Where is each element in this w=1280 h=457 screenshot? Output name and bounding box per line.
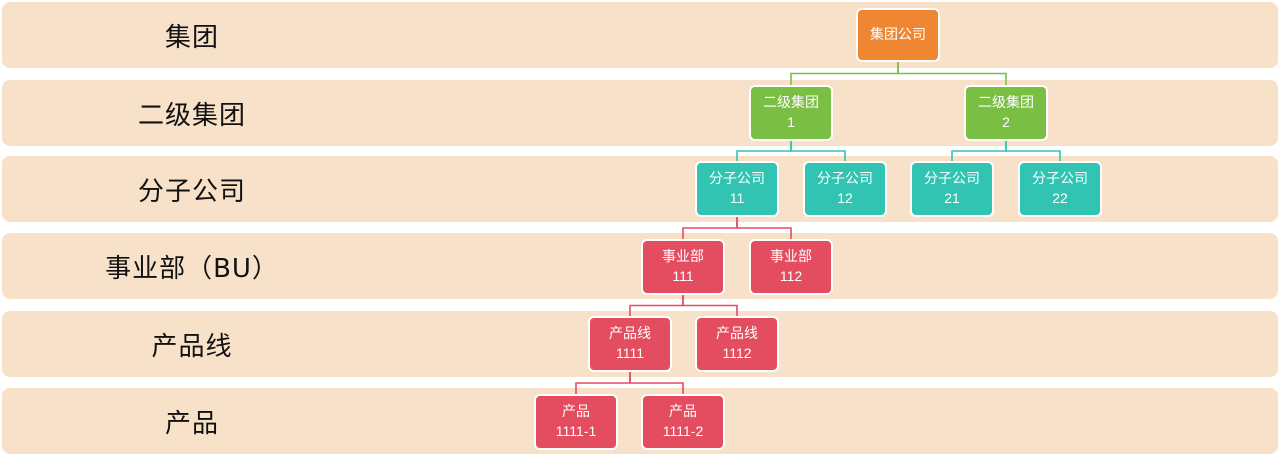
node-group-company[interactable]: 集团公司 bbox=[856, 8, 940, 62]
node-second-group-1[interactable]: 二级集团 1 bbox=[749, 85, 833, 141]
node-subsidiary-12[interactable]: 分子公司 12 bbox=[803, 161, 887, 217]
node-name: 分子公司 bbox=[1032, 171, 1088, 187]
node-name: 产品线 bbox=[716, 326, 758, 342]
level-label-product-line: 产品线 bbox=[151, 331, 233, 362]
node-name: 产品线 bbox=[609, 326, 651, 342]
node-code: 12 bbox=[837, 190, 853, 206]
node-code: 21 bbox=[944, 190, 960, 206]
node-code: 11 bbox=[729, 190, 745, 206]
node-name: 分子公司 bbox=[924, 171, 980, 187]
node-name: 分子公司 bbox=[709, 171, 765, 187]
node-code: 111 bbox=[672, 268, 694, 284]
node-code: 1111 bbox=[615, 345, 645, 361]
node-subsidiary-21[interactable]: 分子公司 21 bbox=[910, 161, 994, 217]
level-band-group: 集团 bbox=[2, 2, 1278, 68]
node-product-1111-1[interactable]: 产品 1111-1 bbox=[534, 394, 618, 450]
node-second-group-2[interactable]: 二级集团 2 bbox=[964, 85, 1048, 141]
node-business-unit-111[interactable]: 事业部 111 bbox=[641, 239, 725, 295]
node-product-line-1111[interactable]: 产品线 1111 bbox=[588, 316, 672, 372]
node-code: 1112 bbox=[722, 345, 752, 361]
node-name: 产品 bbox=[669, 404, 697, 420]
node-name: 产品 bbox=[562, 404, 590, 420]
node-code: 22 bbox=[1052, 190, 1068, 206]
node-product-line-1112[interactable]: 产品线 1112 bbox=[695, 316, 779, 372]
node-business-unit-112[interactable]: 事业部 112 bbox=[749, 239, 833, 295]
node-code: 1111-1 bbox=[555, 423, 597, 439]
node-code: 1111-2 bbox=[662, 423, 704, 439]
node-product-1111-2[interactable]: 产品 1111-2 bbox=[641, 394, 725, 450]
node-name: 二级集团 bbox=[763, 95, 819, 111]
node-name: 集团公司 bbox=[870, 26, 926, 43]
level-band-second-group: 二级集团 bbox=[2, 80, 1278, 146]
node-subsidiary-22[interactable]: 分子公司 22 bbox=[1018, 161, 1102, 217]
level-label-subsidiary: 分子公司 bbox=[137, 176, 246, 207]
node-name: 事业部 bbox=[770, 249, 812, 265]
node-subsidiary-11[interactable]: 分子公司 11 bbox=[695, 161, 779, 217]
level-label-group: 集团 bbox=[164, 22, 219, 53]
level-band-business-unit: 事业部（BU） bbox=[2, 233, 1278, 299]
node-name: 二级集团 bbox=[978, 95, 1034, 111]
level-label-business-unit: 事业部（BU） bbox=[105, 253, 279, 284]
level-band-product: 产品 bbox=[2, 388, 1278, 454]
node-code: 1 bbox=[787, 114, 795, 130]
level-label-second-group: 二级集团 bbox=[137, 100, 246, 131]
node-name: 事业部 bbox=[662, 249, 704, 265]
node-code: 2 bbox=[1002, 114, 1010, 130]
node-name: 分子公司 bbox=[817, 171, 873, 187]
level-label-product: 产品 bbox=[164, 408, 219, 439]
node-code: 112 bbox=[779, 268, 803, 284]
